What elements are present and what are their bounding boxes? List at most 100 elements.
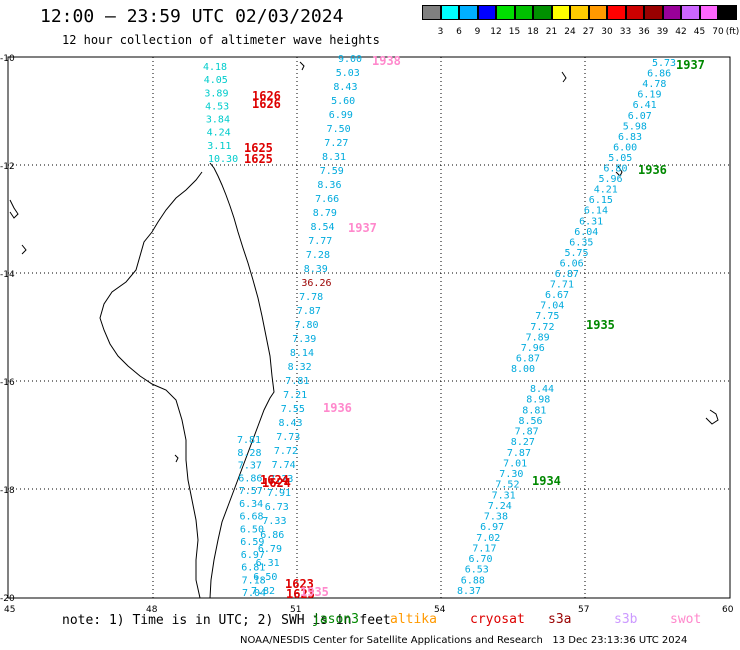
wave-height-value: 7.96 [521,343,545,354]
wave-height-value: 6.97 [480,522,504,533]
wave-height-value: 7.02 [476,533,500,544]
wave-height-value: 6.73 [265,502,289,513]
lat-tick-label: -20 [0,594,15,604]
pass-time-label: 1624 [260,473,289,487]
units-note: note: 1) Time is in UTC; 2) SWH is in fe… [62,613,391,628]
wave-height-value: 7.87 [507,448,531,459]
scale-swatch [551,5,570,20]
wave-height-value: 6.67 [545,290,569,301]
pass-time-label: 1623 [286,587,315,601]
scale-swatch [533,5,552,20]
wave-height-value: 6.70 [469,554,493,565]
wave-height-value: 10.30 [208,154,238,165]
scale-tick-label: 18 [527,27,539,37]
wave-height-value: 8.43 [333,82,357,93]
scale-swatch [514,5,533,20]
wave-height-value: 7.31 [492,490,516,501]
wave-height-value: 6.87 [516,353,540,364]
pass-time-label: 1626 [252,89,281,103]
wave-height-value: 6.81 [241,563,265,574]
wave-height-value: 7.81 [285,376,309,387]
scale-tick-label: 24 [564,27,576,37]
wave-height-value: 6.88 [461,575,485,586]
scale-swatch [422,5,441,20]
wave-height-value: 3.11 [207,141,231,152]
wave-height-value: 4.53 [205,101,229,112]
wave-height-value: 7.04 [242,588,266,599]
pass-time-label: 1626 [252,97,281,111]
legend-entry-jason3: jason3 [312,612,359,627]
lat-tick-label: -14 [0,270,15,280]
wave-height-value: 4.24 [207,128,231,139]
wave-height-value: 7.91 [267,488,291,499]
wave-height-value: 4.21 [594,185,618,196]
wave-height-value: 7.52 [495,480,519,491]
scale-tick-label: 12 [490,27,502,37]
pass-time-label: 1937 [676,58,705,72]
wave-height-value: 7.18 [242,575,266,586]
scale-swatch [496,5,515,20]
legend-entry-s3a: s3a [548,612,572,627]
lat-tick-label: -18 [0,486,15,496]
scale-tick-label: 27 [582,27,595,37]
lon-tick-label: 60 [722,605,734,615]
wave-height-value: 8.43 [279,418,303,429]
wave-height-value: 6.86 [260,530,284,541]
wave-height-value: 7.28 [306,250,330,261]
wave-height-value: 6.00 [613,142,637,153]
wave-height-value: 8.32 [288,362,312,373]
wave-height-value: 7.75 [535,311,559,322]
wave-height-value: 6.83 [618,132,642,143]
lat-tick-label: -10 [0,54,15,64]
wave-height-value: 7.81 [237,435,261,446]
wave-height-value: 5.75 [565,248,589,259]
wave-height-value: 4.18 [203,62,227,73]
wave-height-value: 7.23 [269,474,293,485]
wave-height-value: 8.39 [304,264,328,275]
wave-height-value: 7.30 [499,469,523,480]
wave-height-value: 7.33 [262,516,286,527]
scale-swatch [570,5,589,20]
wave-height-value: 7.89 [526,332,550,343]
legend-entry-s3b: s3b [614,612,638,627]
scale-swatch [699,5,718,20]
scale-tick-label: 6 [456,27,462,37]
wave-height-value: 8.36 [317,180,341,191]
wave-height-value: 7.59 [320,166,344,177]
wave-height-value: 6.87 [555,269,579,280]
wave-height-value: 7.87 [297,306,321,317]
wave-height-value: 7.17 [472,544,496,555]
madagascar-coastline [99,162,275,599]
pass-time-label: 1936 [638,163,667,177]
credit-line: NOAA/NESDIS Center for Satellite Applica… [240,635,688,646]
wave-height-value: 7.57 [239,486,263,497]
scale-tick-label: 33 [619,27,632,37]
wave-height-value: 6.15 [589,195,613,206]
wave-height-value: 7.50 [327,124,351,135]
wave-height-value: 4.05 [204,75,228,86]
wave-height-value: 7.77 [308,236,332,247]
scale-tick-label: 9 [474,27,481,37]
legend-entry-swot: swot [670,612,702,627]
scale-unit-label: (ft) [725,27,740,37]
lon-tick-label: 57 [578,605,589,615]
map-subtitle: 12 hour collection of altimeter wave hei… [62,33,380,47]
wave-height-value: 7.66 [315,194,339,205]
wave-height-value: 8.27 [511,437,535,448]
wave-height-value: 6.97 [241,550,265,561]
wave-height-value: 4.78 [642,79,666,90]
pass-time-label: 1625 [244,141,273,155]
wave-height-value: 6.68 [240,512,264,523]
wave-height-value: 6.50 [253,572,277,583]
island-outline [299,61,305,71]
scale-swatch [681,5,700,20]
wave-height-value: 8.37 [457,586,481,597]
pass-time-label: 1937 [348,221,377,235]
wave-height-value: 7.72 [530,322,554,333]
wave-height-value: 7.74 [272,460,296,471]
wave-height-value: 6.59 [240,537,264,548]
legend-entry-cryosat: cryosat [470,612,525,627]
axis-labels: 45 48 51 54 57 60 -10 -12 -14 -16 -18 -20 [0,54,734,615]
wave-height-value: 6.07 [628,111,652,122]
